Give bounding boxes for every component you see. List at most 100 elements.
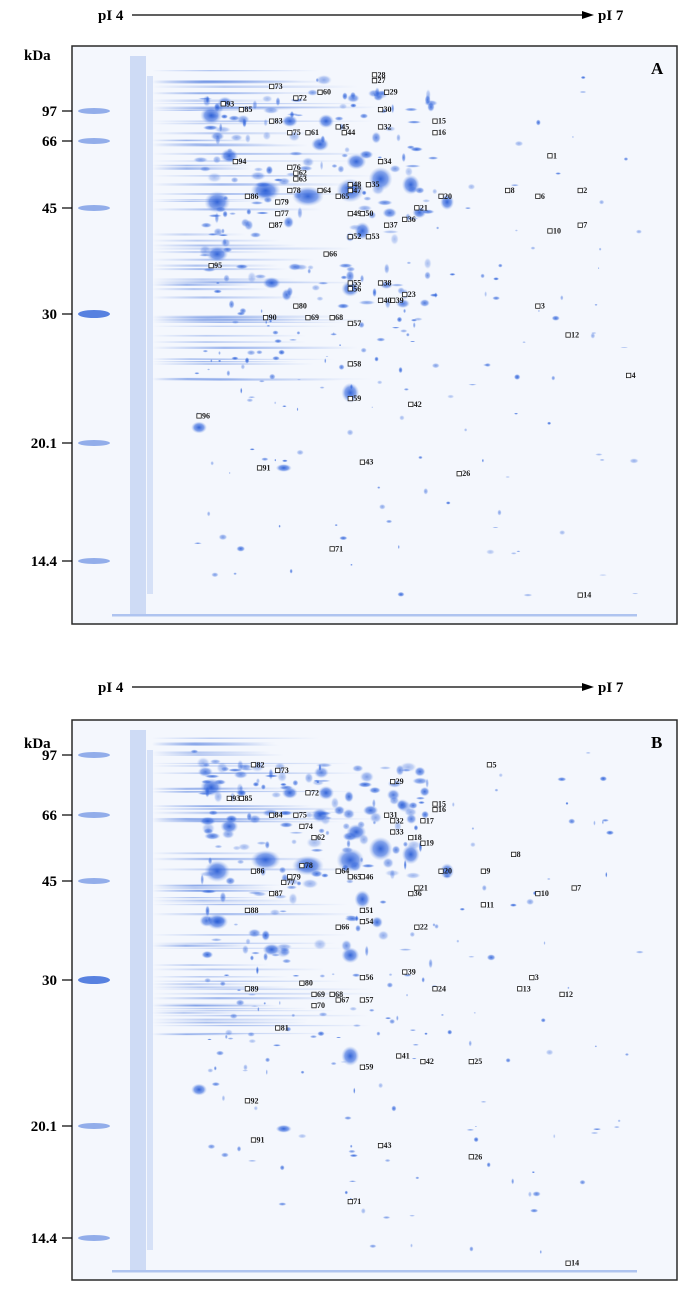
- protein-spot: [286, 878, 300, 886]
- labelled-spot: 46: [359, 872, 373, 881]
- labelled-spot: 51: [359, 906, 373, 915]
- spot-number-label: 73: [281, 766, 289, 775]
- protein-spot: [391, 845, 401, 855]
- protein-spot: [279, 782, 287, 787]
- protein-spot: [377, 486, 381, 489]
- spot-marker: [402, 216, 408, 222]
- protein-spot: [249, 232, 262, 238]
- spot-number-label: 86: [250, 192, 258, 201]
- spot-marker: [486, 762, 493, 768]
- spot-number-label: 56: [353, 284, 361, 293]
- spot-number-label: 25: [474, 1057, 482, 1066]
- sample-lane-smear: [147, 76, 153, 594]
- labelled-spot: 33: [390, 828, 404, 837]
- protein-spot: [398, 366, 403, 374]
- spot-number-label: 7: [583, 221, 587, 230]
- marker-band: [78, 812, 110, 818]
- protein-spot: [319, 386, 325, 389]
- spot-marker: [408, 891, 414, 897]
- protein-spot: [260, 308, 263, 314]
- protein-spot: [384, 1016, 392, 1020]
- spot-number-label: 21: [420, 203, 428, 212]
- spot-number-label: 65: [341, 192, 349, 201]
- spot-number-label: 69: [317, 990, 325, 999]
- labelled-spot: 78: [287, 186, 301, 195]
- protein-spot: [399, 762, 417, 773]
- protein-streak: [152, 319, 297, 322]
- labelled-spot: 85: [238, 105, 252, 114]
- protein-streak: [152, 942, 337, 945]
- labelled-spot: 32: [390, 816, 404, 825]
- protein-spot: [315, 74, 332, 85]
- protein-streak: [152, 889, 282, 892]
- protein-spot: [229, 212, 237, 216]
- protein-spot: [346, 429, 354, 436]
- spot-marker: [359, 459, 366, 465]
- protein-spot: [305, 812, 314, 819]
- marker-band: [78, 558, 110, 564]
- protein-spot: [429, 293, 439, 297]
- protein-spot: [572, 135, 574, 138]
- spot-marker: [347, 280, 353, 286]
- protein-spot: [278, 524, 281, 528]
- spot-marker: [244, 1098, 251, 1104]
- spot-number-label: 14: [571, 1259, 579, 1268]
- protein-spot: [330, 1061, 337, 1066]
- protein-streak: [152, 92, 286, 95]
- mw-tick-label: 66: [42, 808, 58, 824]
- protein-spot: [405, 332, 410, 337]
- spot-marker: [250, 868, 257, 874]
- protein-spot: [514, 140, 524, 147]
- protein-spot: [292, 779, 299, 787]
- spot-number-label: 17: [426, 816, 434, 825]
- protein-streak: [152, 361, 299, 363]
- spot-marker: [408, 835, 414, 841]
- protein-spot: [598, 199, 605, 205]
- marker-band: [78, 752, 110, 758]
- panel-letter: B: [651, 733, 662, 752]
- protein-streak: [152, 944, 249, 947]
- labelled-spot: 24: [432, 984, 446, 993]
- protein-spot: [319, 160, 324, 171]
- labelled-spot: 80: [299, 979, 313, 988]
- protein-spot: [358, 300, 376, 305]
- protein-spot: [352, 764, 364, 773]
- spot-number-label: 59: [365, 1063, 373, 1072]
- protein-spot: [239, 307, 247, 314]
- protein-spot: [428, 958, 433, 969]
- spot-number-label: 88: [250, 906, 258, 915]
- protein-spot: [396, 133, 401, 142]
- protein-spot: [316, 779, 332, 783]
- spot-marker: [305, 790, 311, 796]
- protein-spot: [360, 1207, 366, 1215]
- spot-marker: [232, 158, 238, 165]
- spot-marker: [359, 997, 366, 1003]
- protein-spot: [361, 863, 375, 868]
- marker-band: [78, 878, 110, 884]
- protein-spot: [278, 910, 288, 913]
- spot-marker: [305, 315, 311, 321]
- protein-spot: [484, 290, 488, 298]
- protein-spot: [278, 349, 286, 356]
- labelled-spot: 92: [244, 1096, 258, 1105]
- spot-marker: [529, 975, 535, 981]
- spot-number-label: 39: [408, 968, 416, 977]
- protein-spot: [371, 916, 383, 929]
- spot-marker: [293, 812, 299, 818]
- protein-spot: [278, 1000, 281, 1006]
- protein-spot: [279, 1164, 285, 1171]
- spot-number-label: 72: [311, 788, 319, 797]
- spot-number-label: 71: [335, 544, 343, 553]
- spot-marker: [577, 187, 583, 194]
- protein-spot: [364, 945, 369, 957]
- spot-marker: [420, 1059, 426, 1065]
- protein-spot: [418, 801, 425, 805]
- spot-marker: [244, 193, 251, 199]
- spot-number-label: 22: [420, 923, 428, 932]
- protein-spot: [396, 798, 409, 811]
- mw-tick-label: 30: [42, 973, 57, 989]
- protein-spot: [349, 91, 356, 99]
- labelled-spot: 77: [281, 878, 295, 887]
- protein-spot: [244, 133, 251, 144]
